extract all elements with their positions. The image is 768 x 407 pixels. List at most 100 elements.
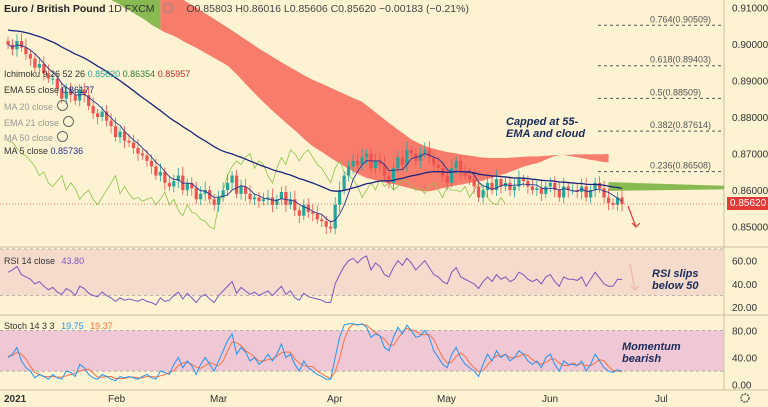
candle-body[interactable] — [131, 142, 136, 149]
candle-body[interactable] — [199, 193, 203, 200]
candle-body[interactable] — [176, 175, 180, 182]
candle-body[interactable] — [602, 188, 606, 198]
candle-body[interactable] — [127, 140, 131, 143]
candle-body[interactable] — [611, 202, 615, 205]
candle-body[interactable] — [315, 213, 319, 220]
candle-body[interactable] — [423, 149, 427, 154]
candle-body[interactable] — [544, 186, 548, 194]
candle-body[interactable] — [118, 131, 122, 138]
candle-body[interactable] — [620, 197, 624, 205]
candle-body[interactable] — [297, 210, 301, 216]
candle-body[interactable] — [226, 182, 230, 191]
stoch-d-line[interactable] — [7, 323, 623, 380]
ma5-line[interactable] — [7, 44, 623, 223]
candle-body[interactable] — [266, 197, 270, 200]
hidden-eye-icon[interactable] — [63, 116, 75, 127]
candle-body[interactable] — [320, 219, 324, 222]
candle-body[interactable] — [615, 197, 620, 205]
interval-label[interactable]: 1D — [108, 3, 122, 15]
candle-body[interactable] — [149, 160, 154, 167]
candle-body[interactable] — [329, 226, 333, 229]
candle-body[interactable] — [566, 186, 570, 191]
candle-body[interactable] — [396, 157, 400, 169]
candle-body[interactable] — [60, 88, 64, 99]
candle-body[interactable] — [459, 160, 463, 172]
candle-body[interactable] — [526, 181, 530, 187]
candle-body[interactable] — [252, 197, 257, 200]
candle-body[interactable] — [355, 160, 360, 165]
candle-body[interactable] — [217, 197, 221, 205]
candle-body[interactable] — [122, 131, 127, 141]
candle-body[interactable] — [333, 204, 337, 229]
candle-body[interactable] — [463, 171, 467, 176]
candle-body[interactable] — [284, 191, 288, 205]
candle-body[interactable] — [140, 153, 145, 156]
candle-body[interactable] — [597, 182, 602, 189]
candle-body[interactable] — [378, 160, 382, 165]
candle-body[interactable] — [288, 199, 292, 205]
legend-ema21[interactable]: EMA 21 close — [4, 116, 75, 128]
candle-body[interactable] — [593, 182, 597, 191]
candle-body[interactable] — [342, 175, 346, 191]
candle-body[interactable] — [418, 153, 422, 161]
candle-body[interactable] — [239, 186, 243, 194]
candle-body[interactable] — [485, 182, 490, 191]
candle-body[interactable] — [535, 188, 539, 191]
candle-body[interactable] — [82, 89, 86, 96]
candle-body[interactable] — [275, 199, 279, 205]
candle-body[interactable] — [185, 182, 189, 191]
candle-body[interactable] — [136, 148, 140, 154]
candle-body[interactable] — [391, 168, 396, 183]
candle-body[interactable] — [87, 95, 91, 107]
candle-body[interactable] — [557, 190, 561, 198]
candle-body[interactable] — [539, 188, 543, 194]
candle-body[interactable] — [468, 175, 472, 180]
candle-body[interactable] — [145, 155, 149, 161]
candle-body[interactable] — [364, 153, 369, 158]
candle-body[interactable] — [154, 166, 158, 176]
legend-ma50[interactable]: MA 50 close — [4, 131, 69, 143]
legend-ma20[interactable]: MA 20 close — [4, 100, 69, 112]
candle-body[interactable] — [24, 47, 28, 55]
candle-body[interactable] — [472, 179, 476, 187]
candle-body[interactable] — [109, 120, 113, 127]
candle-body[interactable] — [6, 40, 10, 45]
candle-body[interactable] — [606, 197, 611, 203]
candle-body[interactable] — [55, 78, 59, 89]
candle-body[interactable] — [405, 149, 409, 165]
candle-body[interactable] — [512, 186, 517, 191]
candle-body[interactable] — [445, 175, 449, 183]
candle-body[interactable] — [351, 160, 355, 167]
candle-body[interactable] — [104, 111, 109, 121]
candle-body[interactable] — [234, 175, 239, 194]
candle-body[interactable] — [42, 63, 46, 74]
candle-body[interactable] — [28, 54, 33, 59]
candle-body[interactable] — [194, 188, 198, 200]
candle-body[interactable] — [257, 197, 261, 202]
candle-body[interactable] — [338, 190, 342, 205]
hidden-eye-icon[interactable] — [57, 131, 69, 142]
legend-ma5[interactable]: MA 5 close 0.85736 — [4, 146, 83, 156]
candle-body[interactable] — [347, 166, 351, 176]
candle-body[interactable] — [270, 197, 275, 205]
candle-body[interactable] — [584, 186, 588, 198]
candle-body[interactable] — [293, 199, 297, 211]
candle-body[interactable] — [96, 113, 100, 118]
legend-ichimoku[interactable]: Ichimoku 9 26 52 26 0.85620 0.86354 0.85… — [4, 69, 190, 79]
settings-gear-icon[interactable] — [740, 393, 750, 403]
candle-body[interactable] — [248, 193, 252, 200]
ema55-line[interactable] — [7, 29, 623, 192]
candle-body[interactable] — [37, 63, 41, 68]
candle-body[interactable] — [589, 190, 593, 198]
candle-body[interactable] — [311, 212, 315, 214]
rsi-line[interactable] — [7, 255, 623, 306]
candle-body[interactable] — [562, 186, 566, 198]
candle-body[interactable] — [212, 199, 216, 205]
candle-body[interactable] — [373, 160, 378, 169]
candle-body[interactable] — [432, 157, 436, 165]
candle-body[interactable] — [476, 186, 481, 198]
candle-body[interactable] — [481, 190, 485, 198]
candle-body[interactable] — [490, 182, 494, 191]
candle-body[interactable] — [113, 126, 118, 138]
